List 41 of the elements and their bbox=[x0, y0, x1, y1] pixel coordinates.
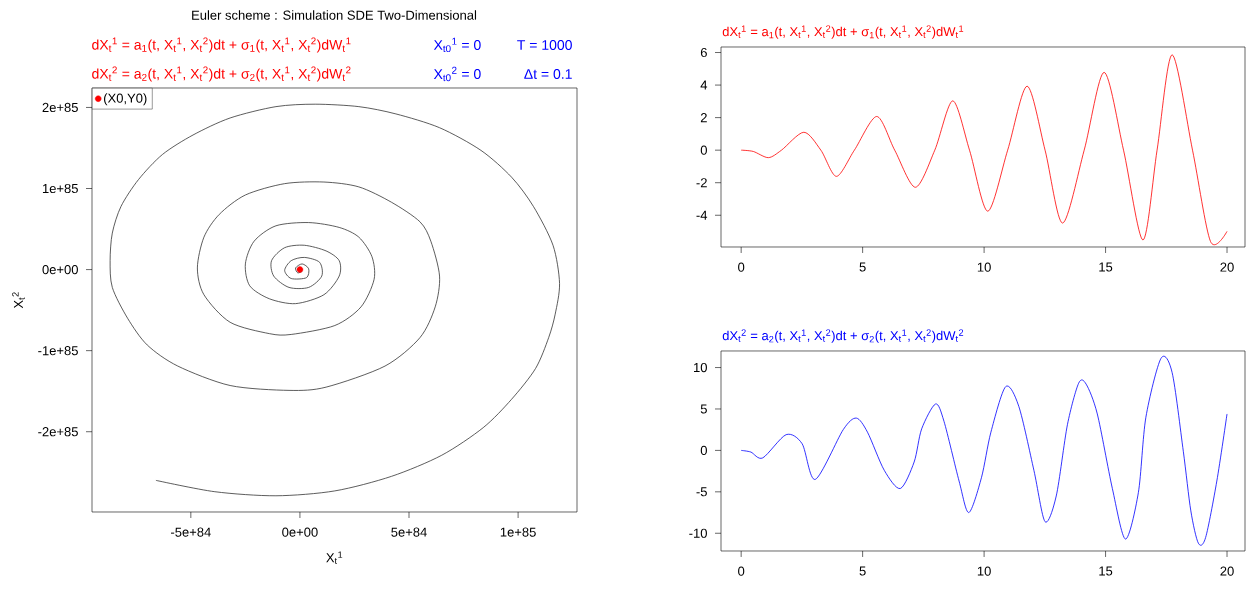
y-tick-label: 2 bbox=[700, 113, 707, 123]
x-axis-title: X$_{t}$1 bbox=[326, 551, 343, 565]
y-axis-title: X$_{t}$2 bbox=[12, 292, 25, 309]
x-tick-label: 0e+00 bbox=[282, 527, 318, 537]
y-tick-label: -5 bbox=[696, 487, 707, 497]
y-tick-label: 10 bbox=[694, 362, 707, 373]
y-tick-label: 0 bbox=[700, 445, 707, 456]
x-tick-label: 5 bbox=[859, 566, 866, 576]
x-tick-label: -5e+84 bbox=[171, 527, 211, 537]
x-tick-label: 1e+85 bbox=[500, 527, 536, 537]
chart-title: dX$_{t}$$^{2}$ = a$_{2}$(t, X$_{t}$$^{1}$, X$_{t}$$^{2}$)dt + σ$_{2}$(t, X$_{t}$$^{1}$, X$_{t}$$^{2}$)dW$_{t}$2 bbox=[722, 329, 964, 343]
y-tick-label: 0 bbox=[700, 145, 707, 155]
x-tick-label: 15 bbox=[1099, 566, 1113, 576]
x-tick-label: 20 bbox=[1220, 262, 1234, 272]
y-tick-label: -10 bbox=[689, 528, 707, 538]
y-tick-label: 6 bbox=[700, 47, 707, 58]
y-tick-label: 4 bbox=[700, 80, 708, 90]
y-tick-label: 2e+85 bbox=[42, 102, 78, 113]
y-tick-label: -1e+85 bbox=[38, 346, 78, 356]
text: dX$_{t}$$^{1}$ = a$_{1}$(t, X$_{t}$$^{1}$, X$_{t}$$^{2}$)dt + σ$_{1}$(t, X$_{t}$$^{1}$, X$_{t}$$^{2}$)dW$_{t}$1 bbox=[92, 37, 351, 53]
chart-title: Euler scheme : Simulation SDE Two-Dimensional bbox=[192, 10, 477, 20]
x-tick-label: 10 bbox=[977, 566, 991, 576]
x-tick-label: 5 bbox=[859, 262, 866, 272]
legend-label: (X0,Y0) bbox=[104, 93, 147, 106]
x-tick-label: 0 bbox=[738, 566, 745, 576]
y-tick-label: -4 bbox=[696, 210, 708, 220]
text: Δt = 0.1 bbox=[524, 69, 572, 79]
x-tick-label: 5e+84 bbox=[391, 527, 427, 537]
text: X$_{t0}$$^{1}$ = 0 bbox=[433, 37, 481, 53]
text: X$_{t0}$$^{2}$ = 0 bbox=[433, 66, 481, 82]
text: dX$_{t}$$^{2}$ = a$_{2}$(t, X$_{t}$$^{1}$, X$_{t}$$^{2}$)dt + σ$_{2}$(t, X$_{t}$$^{1}$, X$_{t}$$^{2}$)dW$_{t}$2 bbox=[92, 66, 351, 82]
x-tick-label: 15 bbox=[1099, 262, 1113, 272]
x-tick-label: 0 bbox=[738, 262, 745, 272]
y-tick-label: 5 bbox=[700, 404, 707, 414]
chart-title: dX$_{t}$$^{1}$ = a$_{1}$(t, X$_{t}$$^{1}$, X$_{t}$$^{2}$)dt + σ$_{1}$(t, X$_{t}$$^{1}$, X$_{t}$$^{2}$)dW$_{t}$1 bbox=[722, 25, 964, 39]
x-tick-label: 20 bbox=[1220, 566, 1234, 576]
y-tick-label: -2e+85 bbox=[38, 427, 78, 437]
y-tick-label: 1e+85 bbox=[42, 183, 78, 194]
text: T = 1000 bbox=[517, 40, 572, 50]
y-tick-label: -2 bbox=[696, 178, 707, 188]
x-tick-label: 10 bbox=[977, 262, 991, 272]
